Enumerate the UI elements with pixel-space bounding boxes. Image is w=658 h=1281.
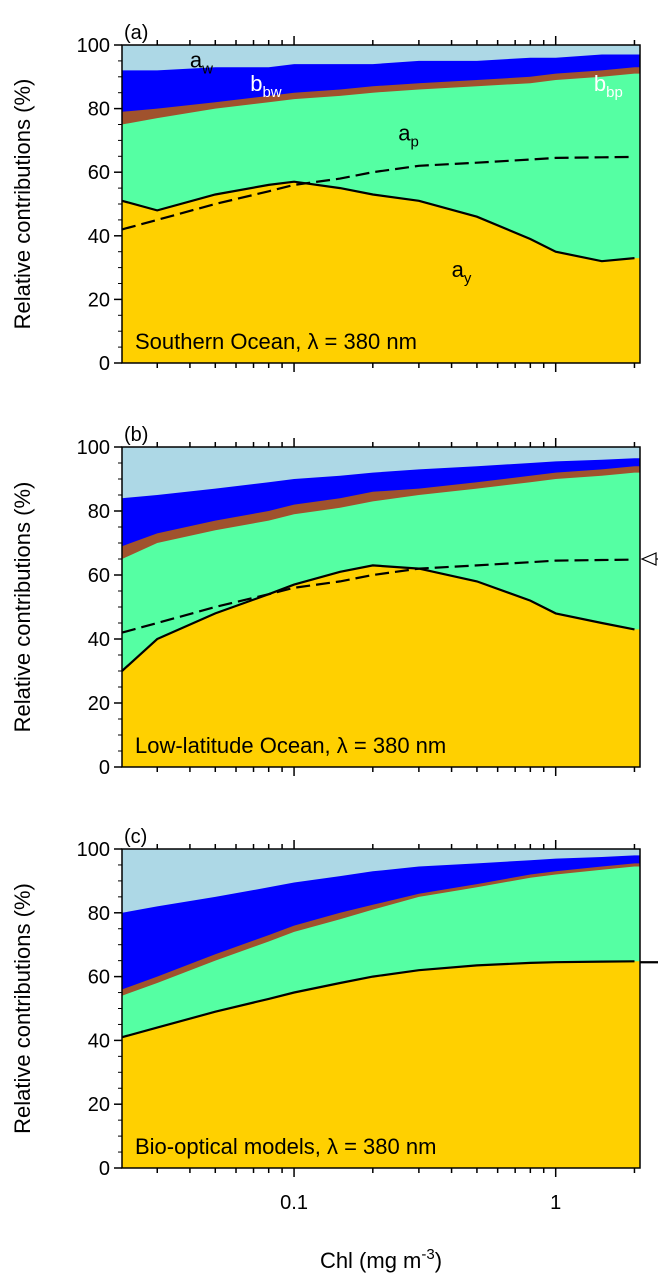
area-a_y [122,565,640,767]
x-axis-title: Chl (mg m-3) [320,1246,442,1273]
component-label-b_bp: bbp [594,71,623,101]
y-tick-label: 80 [88,903,110,925]
panel-annotation: Low-latitude Ocean, λ = 380 nm [135,733,446,758]
right-arrow-marker [640,552,657,566]
y-tick-label: 80 [88,501,110,523]
y-tick-label: 20 [88,289,110,311]
panel-b: 0 20 40 60 80 100 (b) Relative contributions (%… [10,424,658,779]
component-label-b_bw: bbw [250,71,282,101]
y-tick-label: 40 [88,226,110,248]
a_y-boundary-line [121,564,635,672]
y-tick-label: 0 [99,757,110,779]
panel-annotation: Southern Ocean, λ = 380 nm [135,329,417,354]
panel-letter: (b) [124,424,148,446]
panel-letter: (c) [124,826,147,848]
y-tick-label: 40 [88,1030,110,1052]
y-axis-title: Relative contributions (%) [10,883,35,1134]
y-axis-title: Relative contributions (%) [10,482,35,733]
y-axis-title: Relative contributions (%) [10,79,35,330]
y-tick-label: 80 [88,99,110,121]
x-tick-label: 0.1 [280,1192,308,1214]
component-label-a_w: aw [190,47,213,77]
y-tick-label: 100 [77,839,110,861]
y-tick-label: 0 [99,353,110,375]
model-line [121,960,635,1039]
y-tick-label: 60 [88,565,110,587]
area-a_y [122,181,640,363]
y-tick-label: 20 [88,693,110,715]
panel-c: 0 20 40 60 80 100 0.1 1 (c) Relative contribution… [10,826,658,1214]
component-label-a_p: ap [398,120,419,150]
model-line [121,155,635,231]
panel-letter: (a) [124,22,148,44]
y-tick-label: 60 [88,162,110,184]
x-tick-label: 1 [550,1192,561,1214]
model-line [121,558,635,634]
y-tick-label: 100 [77,437,110,459]
a_y-boundary-line [121,180,635,263]
y-tick-label: 0 [99,1158,110,1180]
panel-annotation: Bio-optical models, λ = 380 nm [135,1134,436,1159]
y-tick-label: 40 [88,629,110,651]
panel-a: 0 20 40 60 80 100 (a) Relative contributions (%… [10,22,641,375]
area-a_y [122,961,640,1168]
y-tick-label: 100 [77,35,110,57]
y-tick-label: 20 [88,1094,110,1116]
y-tick-label: 60 [88,967,110,989]
component-label-a_y: ay [452,257,472,287]
